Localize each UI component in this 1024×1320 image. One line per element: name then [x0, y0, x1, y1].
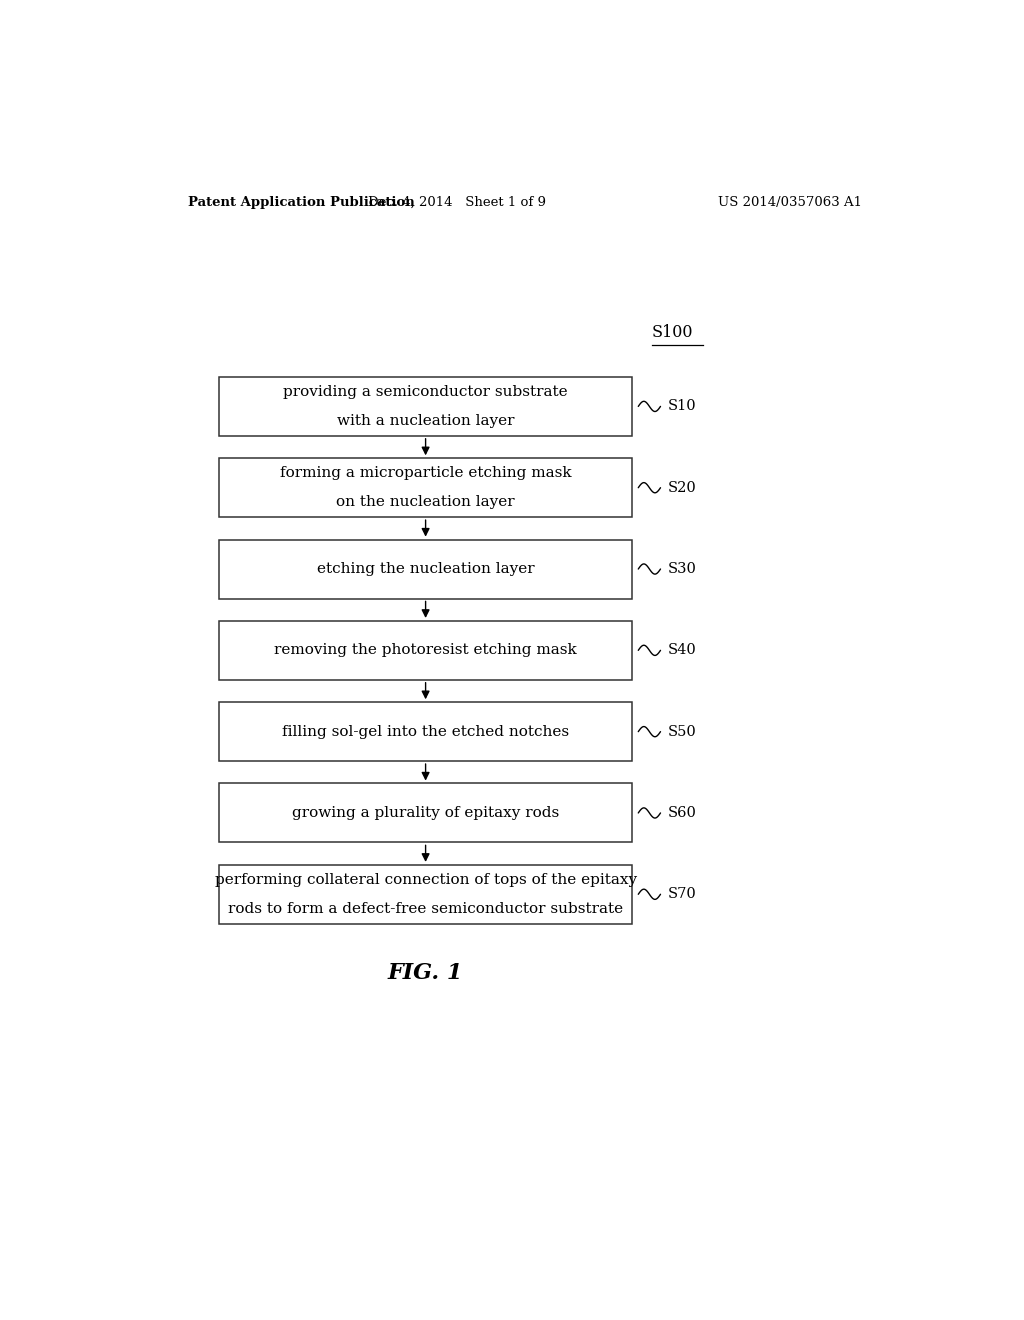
Text: Dec. 4, 2014   Sheet 1 of 9: Dec. 4, 2014 Sheet 1 of 9: [369, 195, 547, 209]
Text: filling sol-gel into the etched notches: filling sol-gel into the etched notches: [282, 725, 569, 739]
Text: forming a microparticle etching mask: forming a microparticle etching mask: [280, 466, 571, 480]
Text: S60: S60: [668, 807, 696, 820]
Bar: [219, 620, 632, 680]
Text: S40: S40: [668, 643, 696, 657]
Text: growing a plurality of epitaxy rods: growing a plurality of epitaxy rods: [292, 807, 559, 820]
Text: rods to form a defect-free semiconductor substrate: rods to form a defect-free semiconductor…: [228, 902, 624, 916]
Text: performing collateral connection of tops of the epitaxy: performing collateral connection of tops…: [215, 873, 637, 887]
Text: Patent Application Publication: Patent Application Publication: [187, 195, 415, 209]
Text: with a nucleation layer: with a nucleation layer: [337, 413, 514, 428]
Text: on the nucleation layer: on the nucleation layer: [336, 495, 515, 510]
Text: S30: S30: [668, 562, 696, 576]
Text: US 2014/0357063 A1: US 2014/0357063 A1: [718, 195, 862, 209]
Text: S70: S70: [668, 887, 696, 902]
Text: S20: S20: [668, 480, 696, 495]
Text: etching the nucleation layer: etching the nucleation layer: [316, 562, 535, 576]
Text: removing the photoresist etching mask: removing the photoresist etching mask: [274, 643, 577, 657]
Bar: [219, 702, 632, 762]
Bar: [219, 540, 632, 598]
Text: S10: S10: [668, 400, 696, 413]
Bar: [219, 865, 632, 924]
Bar: [219, 784, 632, 842]
Bar: [219, 378, 632, 436]
Text: providing a semiconductor substrate: providing a semiconductor substrate: [284, 385, 568, 399]
Text: S100: S100: [652, 325, 693, 342]
Text: S50: S50: [668, 725, 696, 739]
Bar: [219, 458, 632, 517]
Text: FIG. 1: FIG. 1: [388, 961, 463, 983]
